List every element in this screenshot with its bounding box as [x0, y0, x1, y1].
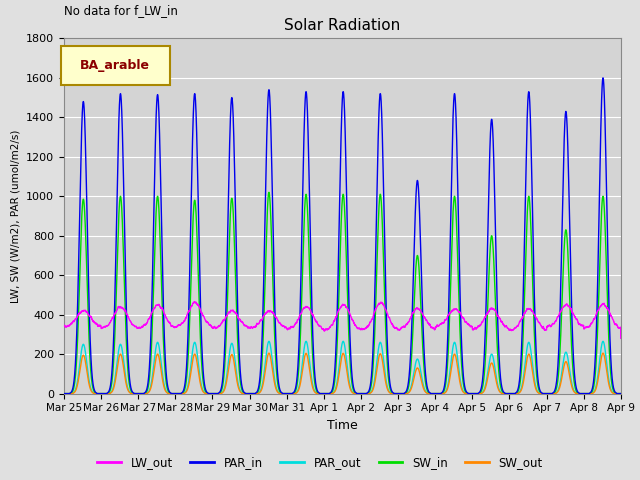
Y-axis label: LW, SW (W/m2), PAR (umol/m2/s): LW, SW (W/m2), PAR (umol/m2/s)	[11, 129, 20, 303]
Title: Solar Radiation: Solar Radiation	[284, 18, 401, 33]
Text: BA_arable: BA_arable	[80, 59, 150, 72]
X-axis label: Time: Time	[327, 419, 358, 432]
FancyBboxPatch shape	[61, 46, 170, 84]
Text: No data for f_LW_in: No data for f_LW_in	[64, 4, 178, 17]
Legend: LW_out, PAR_in, PAR_out, SW_in, SW_out: LW_out, PAR_in, PAR_out, SW_in, SW_out	[93, 452, 547, 474]
